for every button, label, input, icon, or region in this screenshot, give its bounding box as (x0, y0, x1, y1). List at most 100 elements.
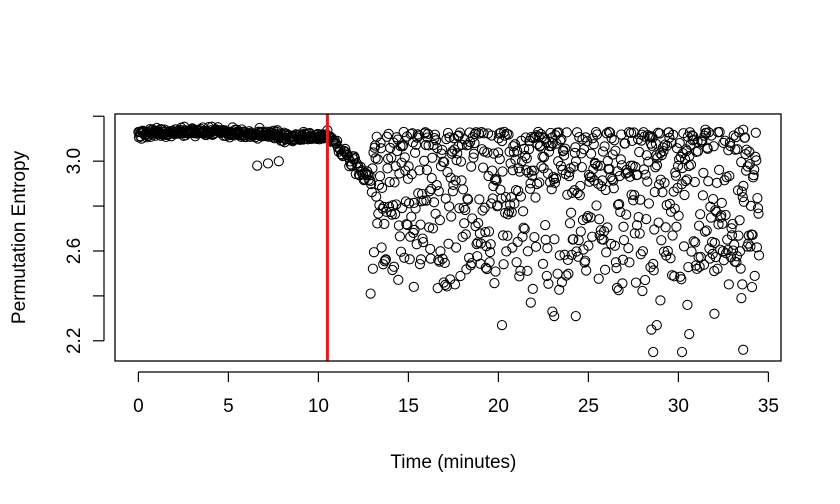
data-point (698, 167, 709, 179)
data-point (480, 262, 491, 273)
data-point (499, 130, 510, 141)
data-point (498, 259, 509, 270)
data-point (410, 203, 421, 214)
data-point (367, 263, 379, 274)
data-point (633, 211, 644, 223)
data-point (439, 157, 450, 168)
data-point (713, 219, 724, 230)
data-point (586, 172, 597, 183)
data-point (594, 214, 605, 225)
data-point (483, 170, 494, 182)
x-tick-label: 20 (488, 396, 509, 417)
data-point (699, 226, 711, 237)
data-point (464, 136, 476, 148)
data-point (598, 226, 610, 237)
data-point (581, 212, 592, 224)
data-point (395, 246, 407, 257)
data-point (476, 144, 488, 155)
data-point (522, 246, 534, 257)
data-point (583, 240, 594, 251)
data-point (624, 171, 636, 182)
data-point (425, 243, 436, 255)
data-point (711, 177, 723, 189)
data-point (752, 192, 763, 204)
data-point (409, 224, 420, 236)
data-point (399, 152, 410, 163)
data-point (751, 155, 762, 166)
data-point (486, 198, 497, 209)
data-point (619, 138, 631, 149)
data-point (515, 191, 527, 202)
data-point (746, 281, 758, 293)
data-point (717, 218, 728, 230)
data-point (741, 144, 752, 155)
data-point (736, 186, 747, 197)
data-point (519, 223, 530, 235)
data-point (460, 204, 471, 216)
data-point (617, 278, 628, 289)
data-point (632, 169, 643, 180)
data-point (637, 285, 648, 297)
data-point (637, 246, 649, 257)
data-point (372, 218, 383, 229)
data-point (719, 135, 731, 146)
data-point (570, 310, 581, 322)
data-point (642, 176, 653, 187)
data-point (421, 164, 433, 176)
data-point (511, 145, 523, 156)
data-point (709, 237, 720, 249)
data-point (599, 141, 610, 152)
data-point (575, 180, 586, 192)
data-point (434, 214, 446, 226)
data-point (531, 178, 543, 190)
data-point (486, 130, 497, 141)
data-point (716, 197, 727, 209)
data-point (529, 131, 541, 143)
data-point (501, 246, 512, 257)
data-point (753, 208, 764, 219)
data-point (348, 151, 360, 162)
data-point (491, 175, 502, 186)
data-point (554, 250, 565, 261)
data-point (577, 134, 588, 145)
data-point (418, 236, 429, 248)
data-point (564, 218, 576, 229)
data-point (394, 231, 406, 242)
data-point (509, 139, 521, 150)
data-point (365, 178, 377, 190)
data-point (457, 231, 468, 243)
data-point (686, 246, 697, 257)
data-point (695, 209, 706, 220)
data-point (417, 233, 428, 244)
data-point (273, 156, 284, 167)
data-point (507, 242, 518, 253)
data-point (682, 174, 693, 185)
data-point (673, 210, 684, 221)
data-point (495, 127, 507, 138)
data-point (643, 198, 655, 209)
data-point (684, 328, 695, 340)
data-point (496, 319, 508, 331)
data-point (482, 147, 493, 158)
data-point (653, 217, 664, 228)
data-point (707, 193, 719, 205)
data-point (375, 143, 387, 154)
data-point (629, 228, 640, 239)
data-point (617, 254, 629, 265)
data-point (406, 211, 417, 222)
data-point (552, 268, 563, 279)
data-point (673, 154, 685, 165)
data-point (563, 170, 575, 182)
data-point (712, 263, 723, 274)
data-points (133, 121, 765, 358)
data-point (658, 145, 669, 157)
data-point (638, 164, 650, 175)
data-point (709, 308, 720, 319)
data-point (554, 284, 565, 295)
data-point (671, 143, 683, 154)
data-point (459, 134, 470, 145)
data-point (342, 150, 353, 161)
data-point (737, 191, 748, 203)
data-point (402, 219, 413, 231)
data-point (436, 144, 448, 156)
